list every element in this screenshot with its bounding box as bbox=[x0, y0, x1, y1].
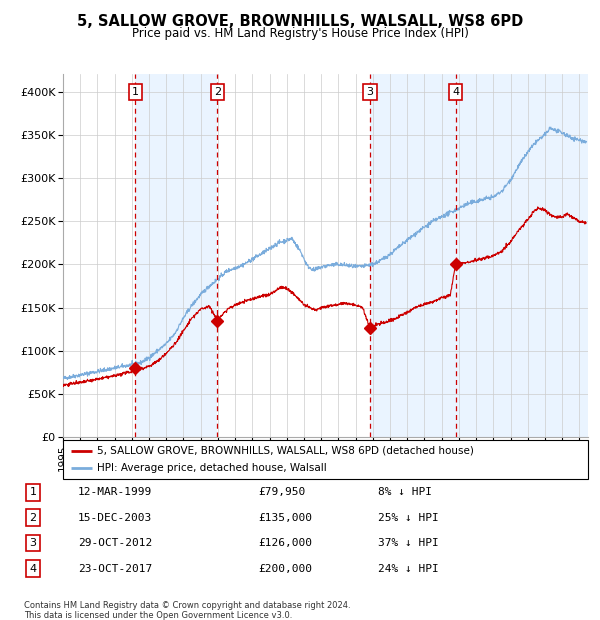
Text: 4: 4 bbox=[452, 87, 459, 97]
Text: 25% ↓ HPI: 25% ↓ HPI bbox=[378, 513, 439, 523]
Text: 5, SALLOW GROVE, BROWNHILLS, WALSALL, WS8 6PD (detached house): 5, SALLOW GROVE, BROWNHILLS, WALSALL, WS… bbox=[97, 446, 474, 456]
Text: HPI: Average price, detached house, Walsall: HPI: Average price, detached house, Wals… bbox=[97, 463, 327, 473]
Text: 1: 1 bbox=[131, 87, 139, 97]
Text: £200,000: £200,000 bbox=[258, 564, 312, 574]
Text: 3: 3 bbox=[367, 87, 373, 97]
Text: 8% ↓ HPI: 8% ↓ HPI bbox=[378, 487, 432, 497]
Text: 37% ↓ HPI: 37% ↓ HPI bbox=[378, 538, 439, 548]
Text: 12-MAR-1999: 12-MAR-1999 bbox=[78, 487, 152, 497]
Text: 24% ↓ HPI: 24% ↓ HPI bbox=[378, 564, 439, 574]
Text: £126,000: £126,000 bbox=[258, 538, 312, 548]
Text: £79,950: £79,950 bbox=[258, 487, 305, 497]
Text: 2: 2 bbox=[29, 513, 37, 523]
Bar bbox=[370, 74, 455, 437]
Text: £135,000: £135,000 bbox=[258, 513, 312, 523]
Text: Price paid vs. HM Land Registry's House Price Index (HPI): Price paid vs. HM Land Registry's House … bbox=[131, 27, 469, 40]
Text: 29-OCT-2012: 29-OCT-2012 bbox=[78, 538, 152, 548]
Text: 2: 2 bbox=[214, 87, 221, 97]
Bar bbox=[135, 74, 217, 437]
Text: 15-DEC-2003: 15-DEC-2003 bbox=[78, 513, 152, 523]
Text: This data is licensed under the Open Government Licence v3.0.: This data is licensed under the Open Gov… bbox=[24, 611, 292, 620]
Text: 23-OCT-2017: 23-OCT-2017 bbox=[78, 564, 152, 574]
Bar bbox=[455, 74, 588, 437]
Text: 3: 3 bbox=[29, 538, 37, 548]
Text: 5, SALLOW GROVE, BROWNHILLS, WALSALL, WS8 6PD: 5, SALLOW GROVE, BROWNHILLS, WALSALL, WS… bbox=[77, 14, 523, 29]
Text: Contains HM Land Registry data © Crown copyright and database right 2024.: Contains HM Land Registry data © Crown c… bbox=[24, 601, 350, 611]
Text: 1: 1 bbox=[29, 487, 37, 497]
FancyBboxPatch shape bbox=[63, 440, 588, 479]
Text: 4: 4 bbox=[29, 564, 37, 574]
